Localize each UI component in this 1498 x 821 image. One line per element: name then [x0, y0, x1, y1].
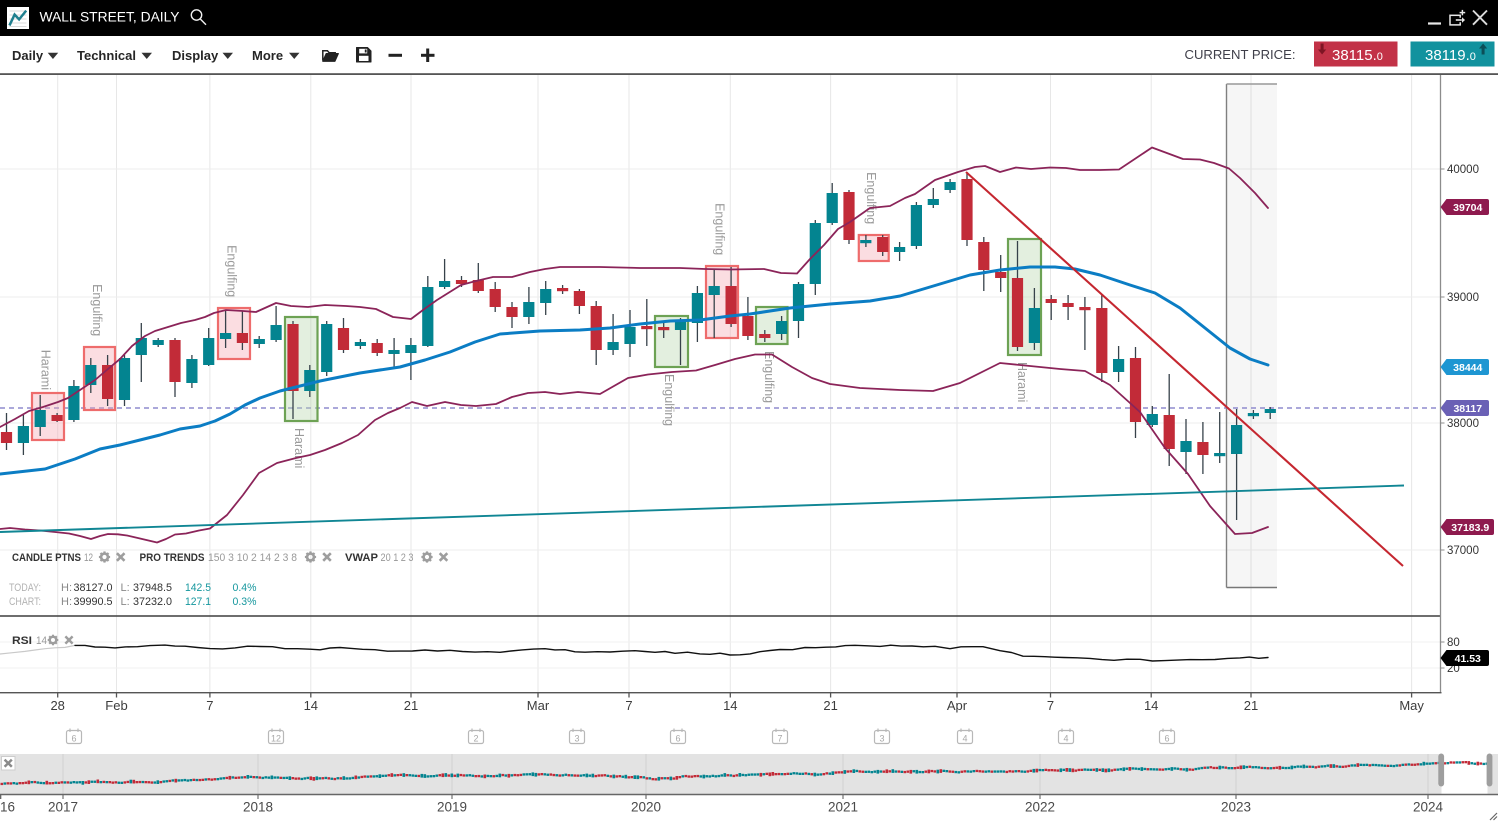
svg-text:Engulfing: Engulfing — [864, 172, 878, 224]
svg-text:21: 21 — [404, 698, 418, 713]
svg-text:Harami: Harami — [39, 350, 53, 390]
svg-text:38115.0: 38115.0 — [1332, 47, 1383, 64]
svg-text:14: 14 — [36, 635, 47, 647]
svg-text:80: 80 — [1447, 637, 1460, 649]
svg-text:Harami: Harami — [1015, 362, 1029, 402]
svg-text:2024: 2024 — [1413, 800, 1444, 815]
svg-text:H:: H: — [61, 582, 72, 594]
svg-text:39704: 39704 — [1453, 202, 1482, 214]
svg-text:38444: 38444 — [1453, 362, 1482, 374]
svg-text:WALL STREET, DAILY: WALL STREET, DAILY — [40, 9, 181, 25]
svg-text:37183.9: 37183.9 — [1451, 522, 1489, 534]
svg-text:Display: Display — [172, 48, 219, 63]
svg-text:7: 7 — [625, 698, 632, 713]
svg-text:41.53: 41.53 — [1455, 653, 1481, 665]
svg-text:More: More — [252, 48, 283, 63]
svg-text:14: 14 — [304, 698, 318, 713]
svg-text:2019: 2019 — [437, 800, 467, 815]
svg-text:21: 21 — [823, 698, 837, 713]
svg-text:4: 4 — [1063, 734, 1068, 744]
svg-text:12: 12 — [271, 734, 281, 744]
svg-text:16: 16 — [0, 800, 15, 815]
svg-text:4: 4 — [962, 734, 967, 744]
svg-text:L:: L: — [121, 596, 130, 608]
svg-text:2022: 2022 — [1025, 800, 1055, 815]
svg-text:CHART:: CHART: — [9, 596, 41, 608]
svg-text:38127.0: 38127.0 — [74, 582, 113, 594]
svg-text:H:: H: — [61, 596, 72, 608]
svg-text:6: 6 — [1164, 734, 1169, 744]
svg-text:VWAP: VWAP — [345, 552, 378, 564]
svg-text:2017: 2017 — [48, 800, 78, 815]
svg-text:Engulfing: Engulfing — [90, 284, 104, 336]
svg-text:2021: 2021 — [828, 800, 858, 815]
svg-text:142.5: 142.5 — [185, 582, 211, 594]
svg-text:37000: 37000 — [1447, 545, 1479, 557]
svg-text:28: 28 — [50, 698, 64, 713]
svg-text:38119.0: 38119.0 — [1425, 47, 1476, 64]
svg-text:2020: 2020 — [631, 800, 661, 815]
svg-text:7: 7 — [777, 734, 782, 744]
svg-text:Feb: Feb — [105, 698, 127, 713]
svg-text:20 1 2 3: 20 1 2 3 — [381, 552, 414, 564]
svg-text:RSI: RSI — [12, 635, 32, 647]
svg-text:150 3 10 2 14 2 3 8: 150 3 10 2 14 2 3 8 — [208, 552, 297, 564]
svg-text:39000: 39000 — [1447, 292, 1479, 304]
svg-text:Engulfing: Engulfing — [662, 374, 676, 426]
svg-text:14: 14 — [1144, 698, 1158, 713]
svg-text:Engulfing: Engulfing — [713, 203, 727, 255]
svg-text:TODAY:: TODAY: — [9, 582, 41, 594]
svg-text:127.1: 127.1 — [185, 596, 211, 608]
svg-text:2023: 2023 — [1221, 800, 1251, 815]
svg-text:Daily: Daily — [12, 48, 44, 63]
svg-text:May: May — [1399, 698, 1424, 713]
svg-text:0.3%: 0.3% — [233, 596, 257, 608]
svg-text:3: 3 — [574, 734, 579, 744]
svg-text:Technical: Technical — [77, 48, 136, 63]
svg-text:PRO TRENDS: PRO TRENDS — [140, 552, 205, 564]
svg-text:L:: L: — [121, 582, 130, 594]
svg-text:2018: 2018 — [243, 800, 273, 815]
svg-text:6: 6 — [675, 734, 680, 744]
svg-text:21: 21 — [1244, 698, 1258, 713]
svg-text:7: 7 — [1047, 698, 1054, 713]
svg-text:CANDLE PTNS: CANDLE PTNS — [12, 552, 81, 564]
svg-text:38117: 38117 — [1453, 403, 1482, 415]
svg-text:Engulfing: Engulfing — [225, 245, 239, 297]
svg-text:2: 2 — [473, 734, 478, 744]
svg-text:Mar: Mar — [527, 698, 550, 713]
svg-text:37232.0: 37232.0 — [133, 596, 172, 608]
svg-text:14: 14 — [723, 698, 737, 713]
svg-text:6: 6 — [71, 734, 76, 744]
svg-text:37948.5: 37948.5 — [133, 582, 172, 594]
svg-text:Harami: Harami — [292, 428, 306, 468]
svg-text:38000: 38000 — [1447, 418, 1479, 430]
svg-text:39990.5: 39990.5 — [74, 596, 113, 608]
svg-text:CURRENT PRICE:: CURRENT PRICE: — [1185, 48, 1296, 62]
svg-text:3: 3 — [879, 734, 884, 744]
svg-text:7: 7 — [206, 698, 213, 713]
svg-text:Engulfing: Engulfing — [762, 351, 776, 403]
svg-text:40000: 40000 — [1447, 164, 1479, 176]
svg-text:Apr: Apr — [947, 698, 968, 713]
svg-text:0.4%: 0.4% — [233, 582, 257, 594]
svg-text:12: 12 — [84, 552, 93, 564]
